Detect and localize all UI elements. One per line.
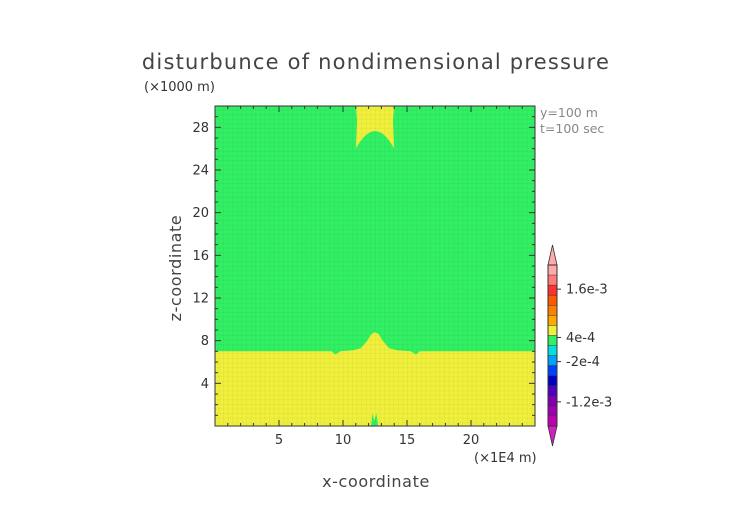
top-cap-region [355, 106, 395, 149]
y-tick-label: 28 [192, 121, 209, 136]
colorbar-segment [547, 294, 558, 307]
colorbar-segment [547, 284, 558, 296]
colorbar-segment [547, 325, 558, 337]
bottom-spike-region [371, 413, 379, 426]
colorbar-segment [547, 365, 558, 377]
y-axis-label: z-coordinate [166, 215, 185, 322]
colorbar-top-arrow [547, 244, 558, 266]
colorbar-segment [547, 345, 558, 357]
y-unit-label: (×1000 m) [144, 80, 215, 95]
y-tick-label: 24 [192, 164, 209, 179]
lower-layer-region [215, 332, 535, 426]
plot-area [215, 106, 535, 426]
colorbar-segment [547, 405, 558, 417]
y-tick-label: 20 [192, 206, 209, 221]
colorbar-segment [547, 375, 558, 387]
y-tick-label: 16 [192, 249, 209, 264]
colorbar-segment [547, 305, 558, 317]
colorbar-segment [547, 415, 558, 427]
x-axis-label: x-coordinate [322, 472, 430, 491]
x-tick-label: 15 [399, 433, 416, 448]
colorbar-segment [547, 385, 558, 397]
chart-title: disturbunce of nondimensional pressure [142, 50, 610, 74]
x-tick-label: 5 [275, 433, 283, 448]
x-tick-label: 20 [463, 433, 480, 448]
colorbar-tick-label: -2e-4 [566, 355, 600, 370]
colorbar-segment [547, 355, 558, 367]
colorbar-segment [547, 264, 558, 276]
colorbar-segment [547, 274, 558, 286]
colorbar-segment [547, 395, 558, 407]
x-tick-label: 10 [335, 433, 352, 448]
colorbar-bottom-arrow [547, 425, 558, 447]
colorbar-segment [547, 335, 558, 347]
annotation-y: y=100 m [540, 105, 598, 120]
annotation-t: t=100 sec [540, 121, 604, 136]
y-tick-label: 12 [192, 292, 209, 307]
y-tick-label: 8 [201, 334, 209, 349]
colorbar-segment [547, 315, 558, 327]
colorbar: 1.6e-3 4e-4 -2e-4 -1.2e-3 [547, 244, 612, 447]
x-unit-label: (×1E4 m) [474, 451, 537, 466]
colorbar-tick-label: 1.6e-3 [566, 283, 608, 298]
colorbar-tick-label: -1.2e-3 [566, 395, 612, 410]
colorbar-tick-label: 4e-4 [566, 331, 595, 346]
axes: 5 10 15 20 4 8 12 16 20 24 28 [192, 105, 536, 448]
colorbar-frame [547, 264, 558, 427]
y-tick-label: 4 [201, 377, 209, 392]
